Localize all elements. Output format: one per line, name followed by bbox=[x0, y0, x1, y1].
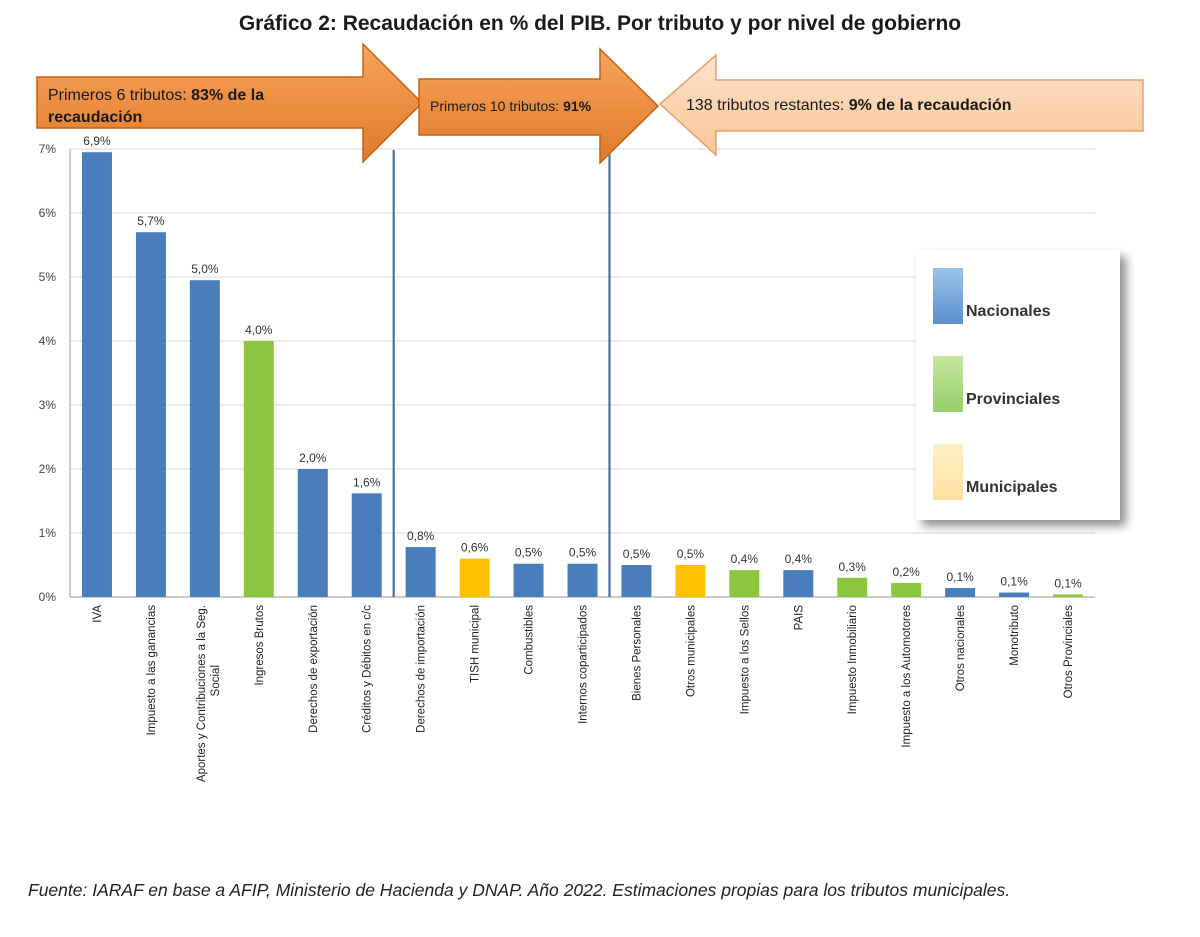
arrow-prefix-rest: 138 tributos restantes: bbox=[686, 97, 849, 114]
data-label: 0,5% bbox=[677, 547, 705, 561]
y-tick-label: 7% bbox=[39, 142, 57, 156]
bar-15 bbox=[837, 577, 868, 597]
bar-17 bbox=[945, 588, 976, 597]
data-label: 0,3% bbox=[839, 560, 867, 574]
arrow-bold-top6-line2: recaudación bbox=[48, 109, 142, 126]
legend-swatch-municipales bbox=[933, 444, 963, 500]
y-tick-label: 5% bbox=[39, 270, 57, 284]
chart-title: Gráfico 2: Recaudación en % del PIB. Por… bbox=[238, 12, 962, 35]
data-label: 0,4% bbox=[731, 552, 759, 566]
bar-4 bbox=[243, 341, 274, 597]
bar-1 bbox=[81, 152, 112, 597]
annotation-arrow-rest: 138 tributos restantes: 9% de la recauda… bbox=[658, 53, 1144, 157]
legend-swatch-nacionales bbox=[933, 268, 963, 324]
data-label: 5,7% bbox=[137, 214, 165, 228]
y-tick-label: 4% bbox=[39, 334, 57, 348]
bar-10 bbox=[567, 563, 598, 597]
annotation-arrow-top6: Primeros 6 tributos: 83% de la recaudaci… bbox=[36, 42, 424, 164]
x-tick-label: Internos coparticipados bbox=[578, 605, 590, 724]
bar-11 bbox=[621, 565, 652, 597]
y-tick-label: 0% bbox=[39, 590, 57, 604]
x-tick-label: Monotributo bbox=[1009, 605, 1021, 666]
data-label: 1,6% bbox=[353, 475, 381, 489]
x-tick-label: Bienes Personales bbox=[631, 605, 643, 701]
arrow-prefix-top10: Primeros 10 tributos: bbox=[430, 98, 563, 114]
data-label: 0,2% bbox=[893, 565, 921, 579]
y-tick-label: 2% bbox=[39, 462, 57, 476]
arrow-bold-rest: 9% de la recaudación bbox=[849, 97, 1012, 114]
arrow-prefix-top6: Primeros 6 tributos: bbox=[48, 87, 191, 104]
bar-8 bbox=[459, 558, 490, 597]
x-tick-label: Combustibles bbox=[524, 605, 536, 675]
data-label: 0,1% bbox=[1000, 575, 1028, 589]
x-tick-label: Otros municipales bbox=[685, 605, 697, 697]
bar-12 bbox=[675, 565, 706, 597]
x-tick-label: IVA bbox=[92, 605, 104, 623]
arrow-shape-top10 bbox=[418, 47, 660, 165]
source-note: Fuente: IARAF en base a AFIP, Ministerio… bbox=[28, 880, 1011, 900]
x-tick-label: Créditos y Débitos en c/c bbox=[362, 605, 374, 733]
bar-3 bbox=[189, 280, 220, 597]
x-tick-label: Impuesto Inmobiliario bbox=[847, 605, 859, 714]
bar-9 bbox=[513, 563, 544, 597]
x-tick-label: Impuesto a las ganancias bbox=[146, 605, 158, 736]
data-label: 5,0% bbox=[191, 262, 219, 276]
bar-7 bbox=[405, 547, 436, 597]
x-tick-label: Derechos de importación bbox=[416, 605, 428, 733]
arrow-text-top6: Primeros 6 tributos: 83% de la recaudaci… bbox=[48, 87, 269, 126]
x-tick-label: Impuesto a los Sellos bbox=[739, 605, 751, 715]
legend-label: Nacionales bbox=[966, 303, 1051, 320]
x-axis-labels: IVA Impuesto a las ganancias Aportes y Con… bbox=[92, 605, 1075, 782]
x-tick-label: PAIS bbox=[793, 605, 805, 631]
x-tick-label: Otros Provinciales bbox=[1063, 605, 1075, 699]
legend-swatch-provinciales bbox=[933, 356, 963, 412]
bars bbox=[81, 152, 1084, 597]
data-label: 0,4% bbox=[785, 552, 813, 566]
bar-13 bbox=[729, 570, 760, 597]
y-tick-label: 3% bbox=[39, 398, 57, 412]
arrow-shape-rest bbox=[658, 53, 1144, 157]
x-tick-label: Otros nacionales bbox=[955, 605, 967, 692]
y-tick-label: 1% bbox=[39, 526, 57, 540]
data-label: 6,9% bbox=[83, 134, 111, 148]
x-tick-label: Derechos de exportación bbox=[308, 605, 320, 733]
arrow-bold-top6-line1: 83% de la bbox=[191, 87, 264, 104]
bar-6 bbox=[351, 493, 382, 597]
data-labels: 6,9% 5,7% 5,0% 4,0% 2,0% 1,6% 0,8% 0,6% 0,5% 0,5%… bbox=[83, 134, 1082, 590]
y-axis: 0% 1% 2% 3% 4% 5% 6% 7% bbox=[39, 142, 1095, 604]
data-label: 2,0% bbox=[299, 451, 327, 465]
arrow-text-rest: 138 tributos restantes: 9% de la recauda… bbox=[686, 97, 1012, 114]
x-tick-label: Aportes y Contribuciones a la Seg. Social bbox=[196, 605, 222, 782]
data-label: 0,5% bbox=[569, 546, 597, 560]
bar-19 bbox=[1053, 594, 1084, 597]
data-label: 0,5% bbox=[623, 547, 651, 561]
y-tick-label: 6% bbox=[39, 206, 57, 220]
bar-2 bbox=[135, 232, 166, 597]
data-label: 0,5% bbox=[515, 546, 543, 560]
data-label: 0,1% bbox=[946, 570, 974, 584]
arrow-shape-top6 bbox=[36, 42, 424, 164]
x-tick-label: TISH municipal bbox=[470, 605, 482, 683]
bar-14 bbox=[783, 570, 814, 597]
legend-label: Provinciales bbox=[966, 391, 1060, 408]
legend-label: Municipales bbox=[966, 479, 1058, 496]
bar-5 bbox=[297, 469, 328, 597]
x-tick-label: Impuesto a los Automotores bbox=[901, 605, 913, 748]
data-label: 0,1% bbox=[1054, 576, 1082, 590]
data-label: 0,8% bbox=[407, 529, 435, 543]
data-label: 0,6% bbox=[461, 541, 489, 555]
legend: Nacionales Provinciales Municipales bbox=[916, 250, 1120, 520]
x-tick-label: Ingresos Brutos bbox=[254, 605, 266, 686]
bar-18 bbox=[999, 592, 1030, 597]
annotation-arrow-top10: Primeros 10 tributos: 91% bbox=[418, 47, 660, 165]
bar-16 bbox=[891, 582, 922, 597]
arrow-text-top10: Primeros 10 tributos: 91% bbox=[430, 98, 592, 114]
divider-lines bbox=[392, 150, 611, 597]
data-label: 4,0% bbox=[245, 323, 273, 337]
arrow-bold-top10: 91% bbox=[563, 98, 592, 114]
